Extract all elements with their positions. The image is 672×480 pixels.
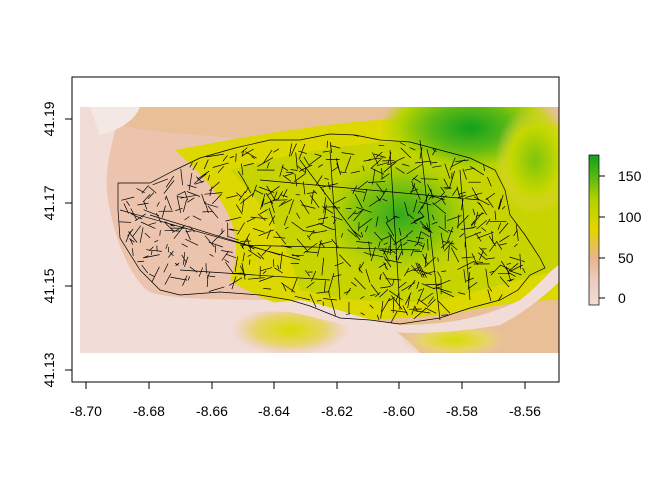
y-tick-label: 41.19 bbox=[41, 101, 57, 136]
y-tick-label: 41.17 bbox=[41, 185, 57, 220]
legend-colorbar bbox=[588, 154, 600, 306]
y-tick-label: 41.15 bbox=[41, 268, 57, 303]
x-tick-label: -8.68 bbox=[133, 403, 165, 419]
x-tick-label: -8.66 bbox=[196, 403, 228, 419]
x-tick-label: -8.62 bbox=[321, 403, 353, 419]
x-tick-label: -8.60 bbox=[383, 403, 415, 419]
x-tick-label: -8.64 bbox=[258, 403, 290, 419]
road-segments bbox=[117, 133, 546, 325]
x-axis: -8.70 -8.68 -8.66 -8.64 -8.62 -8.60 -8.58 -8.56 bbox=[70, 381, 541, 419]
elevation-raster bbox=[80, 107, 559, 353]
elevation-legend: 0 50 100 150 bbox=[588, 154, 642, 306]
legend-tick-label: 50 bbox=[618, 250, 634, 266]
y-axis: 41.13 41.15 41.17 41.19 bbox=[41, 101, 73, 388]
legend-tick-label: 100 bbox=[618, 209, 642, 225]
x-tick-label: -8.58 bbox=[446, 403, 478, 419]
road-network bbox=[117, 133, 546, 325]
y-tick-label: 41.13 bbox=[41, 352, 57, 387]
legend-ticks: 0 50 100 150 bbox=[599, 168, 642, 306]
legend-tick-label: 0 bbox=[618, 290, 626, 306]
x-tick-label: -8.70 bbox=[70, 403, 102, 419]
x-tick-label: -8.56 bbox=[509, 403, 541, 419]
legend-tick-label: 150 bbox=[618, 168, 642, 184]
